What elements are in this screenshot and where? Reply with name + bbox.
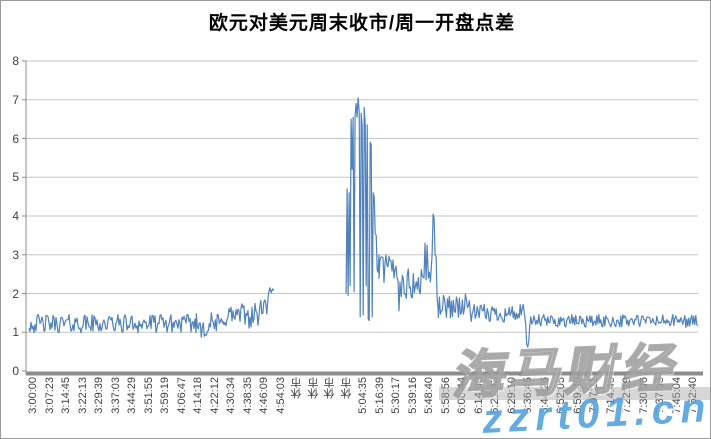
x-axis-tick-label: 5:39:16 xyxy=(406,377,419,414)
x-axis-tick-label: 5:48:40 xyxy=(423,377,435,414)
data-series-line xyxy=(345,97,699,348)
y-axis-tick-label: 0 xyxy=(12,364,19,378)
y-axis-tick-label: 7 xyxy=(12,92,19,107)
x-axis-tick-label-closed: 休市 xyxy=(291,377,303,399)
x-axis-tick-label: 3:14:45 xyxy=(60,377,72,414)
x-axis-tick-label: 3:44:29 xyxy=(126,377,138,414)
x-axis-line xyxy=(26,371,703,376)
x-axis-tick-label: 4:22:12 xyxy=(208,377,221,414)
x-axis-tick-label: 3:00:00 xyxy=(27,377,39,414)
x-axis-tick-label: 5:30:17 xyxy=(390,377,402,414)
y-axis-tick-label: 2 xyxy=(12,286,19,301)
y-axis-tick-label: 5 xyxy=(12,170,19,185)
x-axis-tick-label: 3:22:13 xyxy=(76,377,89,414)
chart-title: 欧元对美元周末收市/周一开盘点差 xyxy=(208,13,516,34)
x-axis-tick-label: 4:30:34 xyxy=(225,377,237,414)
x-axis-tick-label: 4:38:35 xyxy=(241,377,254,414)
x-axis-tick-label: 4:46:09 xyxy=(258,377,270,414)
x-axis-tick-label: 4:54:03 xyxy=(274,377,287,414)
y-axis-tick-label: 3 xyxy=(12,247,19,262)
x-axis-tick-label: 4:14:18 xyxy=(192,377,204,414)
x-axis-tick-label: 3:37:03 xyxy=(109,377,122,414)
x-axis-tick-label: 3:59:19 xyxy=(159,377,171,414)
x-axis-tick-label: 5:16:39 xyxy=(373,377,386,414)
y-axis-tick-label: 8 xyxy=(12,54,19,68)
x-axis-tick-label: 3:29:39 xyxy=(93,377,105,414)
x-axis-tick-label: 4:06:47 xyxy=(175,377,188,414)
y-axis-tick-label: 6 xyxy=(12,131,19,146)
y-axis-tick-label: 4 xyxy=(12,209,19,223)
x-axis-tick-label-closed: 休市 xyxy=(340,377,353,399)
x-axis-tick-label-closed: 休市 xyxy=(324,377,336,399)
watermark-strip xyxy=(439,387,710,400)
x-axis-tick-label: 3:51:55 xyxy=(142,377,155,414)
y-axis-tick-label: 1 xyxy=(12,325,19,340)
x-axis-tick-label: 5:04:35 xyxy=(357,377,369,414)
x-axis-tick-label: 3:07:23 xyxy=(43,377,56,414)
x-axis-tick-label-closed: 休市 xyxy=(307,377,320,399)
data-series-line xyxy=(28,287,275,338)
